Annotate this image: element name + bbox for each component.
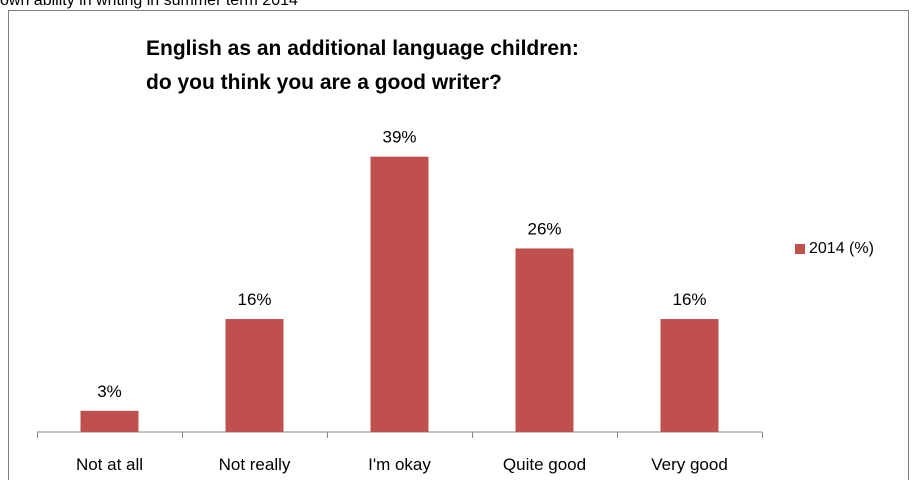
data-label: 3% <box>97 382 122 401</box>
x-tick-label: Not at all <box>76 455 143 474</box>
chart-frame <box>8 10 909 480</box>
data-label: 16% <box>672 290 706 309</box>
figure-caption: own ability in writing in summer term 20… <box>0 0 298 9</box>
bar-very-good <box>660 319 719 432</box>
legend-label: 2014 (%) <box>809 240 874 257</box>
x-tick-label: Not really <box>219 455 291 474</box>
bar-i-m-okay <box>370 156 429 432</box>
data-label: 16% <box>237 290 271 309</box>
data-label: 26% <box>527 219 561 238</box>
bar-quite-good <box>515 248 574 432</box>
chart-title: English as an additional language childr… <box>146 32 746 100</box>
legend-swatch <box>795 244 805 254</box>
bar-not-really <box>225 319 284 432</box>
data-label: 39% <box>382 128 416 147</box>
chart-legend: 2014 (%) <box>795 240 874 258</box>
x-tick-label: I'm okay <box>368 455 431 474</box>
x-tick-label: Quite good <box>503 455 586 474</box>
chart-title-line-2: do you think you are a good writer? <box>146 71 502 94</box>
x-tick-label: Very good <box>651 455 728 474</box>
chart-title-line-1: English as an additional language childr… <box>146 37 579 60</box>
bar-not-at-all <box>80 410 139 432</box>
